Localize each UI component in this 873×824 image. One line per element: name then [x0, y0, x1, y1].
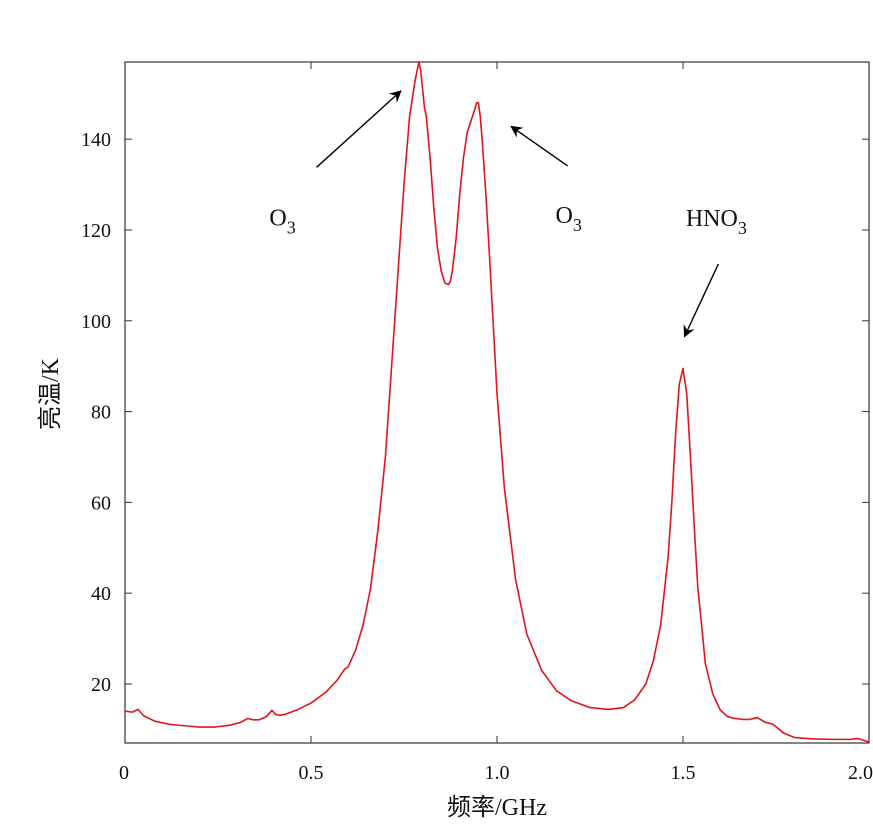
- annotation-label: O3: [269, 205, 295, 237]
- annotation-label: O3: [556, 203, 582, 235]
- annotation-label: HNO3: [686, 206, 747, 238]
- y-tick-label: 60: [91, 492, 111, 514]
- x-axis-ticks: 0 0.5 1.0 1.5 2.0: [119, 62, 873, 784]
- x-tick-label: 0.5: [299, 762, 324, 784]
- y-tick-label: 80: [91, 402, 111, 424]
- series-line: [124, 61, 870, 743]
- y-tick-label: 120: [81, 220, 111, 242]
- y-tick-label: 140: [81, 129, 111, 151]
- y-axis-title: 亮温/K: [37, 357, 64, 430]
- annotation-arrow: [316, 90, 402, 168]
- annotations-layer: O3 O3 HNO3: [269, 90, 747, 338]
- y-tick-label: 20: [91, 674, 111, 696]
- annotation-arrow: [510, 125, 569, 167]
- y-tick-label: 100: [81, 311, 111, 333]
- x-axis-title: 频率/GHz: [447, 794, 547, 819]
- x-tick-label: 1.0: [485, 762, 510, 784]
- y-tick-label: 40: [91, 583, 111, 605]
- annotation-arrow: [683, 263, 719, 338]
- x-tick-label: 2.0: [848, 762, 873, 784]
- y-axis-ticks: 20 40 60 80 100 120 140: [81, 129, 869, 696]
- x-tick-label: 1.5: [671, 762, 696, 784]
- x-tick-label: 0: [119, 762, 129, 784]
